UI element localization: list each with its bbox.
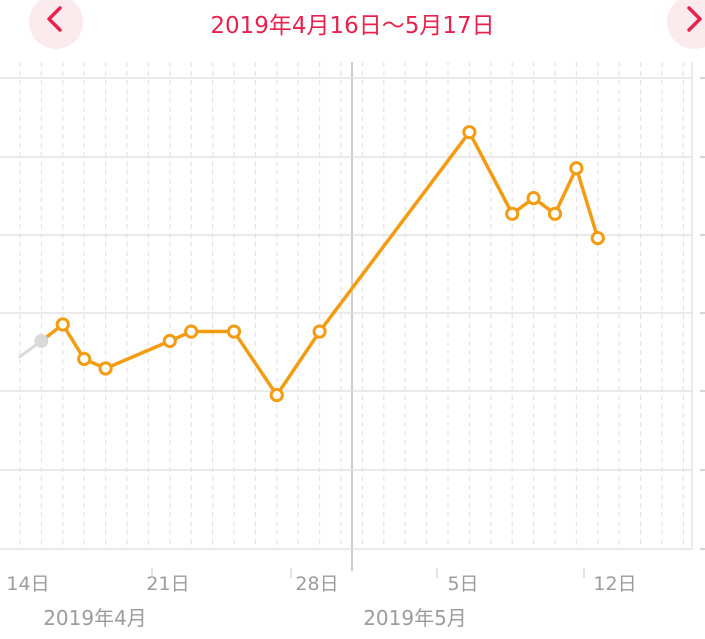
x-tick-label: 28日 xyxy=(295,573,338,595)
date-range-title: 2019年4月16日～5月17日 xyxy=(210,13,495,39)
month-label: 2019年5月 xyxy=(363,606,467,630)
data-point xyxy=(462,125,477,140)
x-tick-label: 14日 xyxy=(6,573,49,595)
data-point xyxy=(569,161,584,176)
header: 2019年4月16日～5月17日 xyxy=(0,0,705,49)
chevron-left-icon xyxy=(47,6,62,32)
data-point xyxy=(77,351,92,367)
chevron-right-icon xyxy=(687,6,702,32)
data-point xyxy=(547,206,563,221)
x-tick-label: 12日 xyxy=(593,573,636,595)
previous-period-point xyxy=(34,333,49,348)
data-point xyxy=(162,333,177,349)
data-point xyxy=(184,324,199,339)
x-tick-label: 5日 xyxy=(447,573,478,595)
data-point xyxy=(226,324,242,339)
next-period-button[interactable] xyxy=(667,0,705,49)
data-point xyxy=(98,361,113,376)
data-point xyxy=(269,388,284,403)
data-point xyxy=(505,206,520,221)
data-point xyxy=(55,317,70,332)
data-point xyxy=(590,231,605,246)
x-tick-label: 21日 xyxy=(146,573,189,595)
month-label: 2019年4月 xyxy=(43,606,147,630)
data-point xyxy=(526,191,541,206)
data-point xyxy=(312,324,327,339)
previous-period-button[interactable] xyxy=(29,0,83,49)
